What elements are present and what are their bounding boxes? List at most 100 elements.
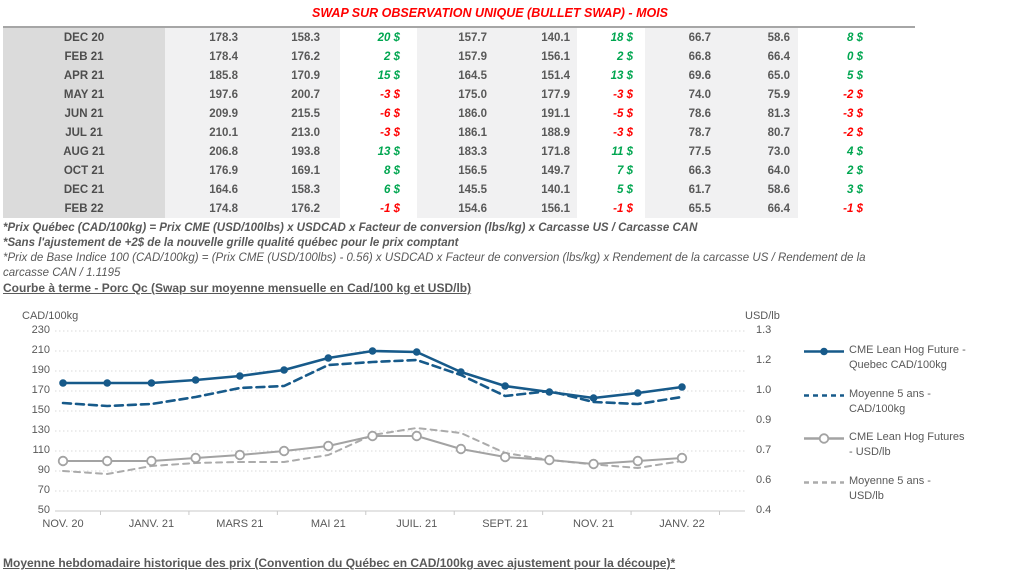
cell-month: OCT 21: [3, 161, 165, 180]
cell-value: 66.4: [715, 199, 798, 218]
legend-label: Moyenne 5 ans - CAD/100kg: [849, 388, 931, 415]
cell-month: AUG 21: [3, 142, 165, 161]
cell-value: 169.1: [240, 161, 340, 180]
x-axis-tick: NOV. 20: [42, 518, 84, 530]
cell-value: 186.1: [417, 123, 487, 142]
cell-value: 176.2: [240, 47, 340, 66]
cell-diff: 13 $: [340, 142, 417, 161]
cell-value: 151.4: [487, 66, 577, 85]
cell-value: 66.4: [715, 47, 798, 66]
left-axis-tick: 190: [31, 364, 50, 376]
cell-diff: 6 $: [340, 180, 417, 199]
cell-value: 215.5: [240, 104, 340, 123]
cell-value: 158.3: [240, 28, 340, 47]
cell-value: 58.6: [715, 28, 798, 47]
cell-value: 157.7: [417, 28, 487, 47]
cell-diff: 11 $: [577, 142, 645, 161]
line-marker-swatch-icon: [804, 347, 844, 356]
legend-label: Moyenne 5 ans - USD/lb: [849, 475, 931, 502]
cell-month: JUL 21: [3, 123, 165, 142]
left-axis-title: CAD/100kg: [22, 310, 79, 322]
cell-diff: 13 $: [577, 66, 645, 85]
cell-value: 61.7: [645, 180, 715, 199]
footnote-line: carcasse CAN / 1.1195: [3, 267, 121, 279]
x-axis-tick: MARS 21: [216, 518, 264, 530]
x-axis-tick: JANV. 22: [659, 518, 705, 530]
cell-diff: 8 $: [340, 161, 417, 180]
cell-value: 177.9: [487, 85, 577, 104]
footnotes: *Prix Québec (CAD/100kg) = Prix CME (USD…: [3, 221, 1005, 281]
table-row: FEB 21 178.4 176.2 2 $157.9 156.1 2 $66.8 66.4…: [3, 47, 915, 66]
cell-value: 188.9: [487, 123, 577, 142]
legend-item: CME Lean Hog Future - Quebec CAD/100kg: [803, 343, 966, 373]
table-row: DEC 20 178.3 158.3 20 $157.7 140.1 18 $66.7 58…: [3, 28, 915, 47]
cell-value: 164.6: [165, 180, 240, 199]
cell-diff: -6 $: [340, 104, 417, 123]
cell-diff: 3 $: [798, 180, 915, 199]
cell-value: 75.9: [715, 85, 798, 104]
cell-value: 64.0: [715, 161, 798, 180]
cell-value: 73.0: [715, 142, 798, 161]
cell-diff: 5 $: [798, 66, 915, 85]
dashed-line-swatch-icon: [804, 481, 844, 484]
cell-diff: 5 $: [577, 180, 645, 199]
cell-value: 65.0: [715, 66, 798, 85]
legend-label: CME Lean Hog Futures - USD/lb: [849, 431, 965, 458]
cell-value: 183.3: [417, 142, 487, 161]
cell-month: APR 21: [3, 66, 165, 85]
cell-diff: 7 $: [577, 161, 645, 180]
x-axis-tick: SEPT. 21: [482, 518, 529, 530]
cell-value: 158.3: [240, 180, 340, 199]
cell-value: 58.6: [715, 180, 798, 199]
table-row: JUN 21 209.9 215.5 -6 $186.0 191.1 -5 $78.6 81…: [3, 104, 915, 123]
cell-value: 77.5: [645, 142, 715, 161]
cell-diff: -3 $: [798, 104, 915, 123]
cell-value: 171.8: [487, 142, 577, 161]
right-axis-tick: 1.0: [756, 384, 772, 396]
cell-value: 197.6: [165, 85, 240, 104]
cell-value: 81.3: [715, 104, 798, 123]
cell-value: 65.5: [645, 199, 715, 218]
left-axis-tick: 170: [31, 384, 50, 396]
cell-value: 200.7: [240, 85, 340, 104]
bottom-heading: Moyenne hebdomadaire historique des prix…: [3, 556, 676, 570]
cell-value: 156.1: [487, 199, 577, 218]
table-row: MAY 21 197.6 200.7 -3 $175.0 177.9 -3 $74.0 75…: [3, 85, 915, 104]
cell-value: 209.9: [165, 104, 240, 123]
cell-value: 186.0: [417, 104, 487, 123]
cell-month: FEB 22: [3, 199, 165, 218]
footnote-line: *Prix de Base Indice 100 (CAD/100kg) = (…: [3, 252, 866, 264]
left-axis-tick: 70: [37, 484, 50, 496]
right-axis-title: USD/lb: [745, 310, 780, 322]
left-axis-tick: 210: [31, 344, 50, 356]
cell-value: 66.7: [645, 28, 715, 47]
dashed-line-swatch-icon: [804, 394, 844, 397]
cell-diff: -3 $: [340, 123, 417, 142]
cell-value: 140.1: [487, 28, 577, 47]
right-axis-tick: 0.7: [756, 444, 772, 456]
cell-month: MAY 21: [3, 85, 165, 104]
page-title: SWAP SUR OBSERVATION UNIQUE (BULLET SWAP…: [311, 6, 669, 20]
table-row: APR 21 185.8 170.9 15 $164.5 151.4 13 $69.6 65…: [3, 66, 915, 85]
cell-value: 170.9: [240, 66, 340, 85]
cell-value: 210.1: [165, 123, 240, 142]
left-axis-tick: 150: [31, 404, 50, 416]
cell-value: 157.9: [417, 47, 487, 66]
line-marker-swatch-icon: [804, 433, 844, 444]
cell-value: 206.8: [165, 142, 240, 161]
cell-value: 78.7: [645, 123, 715, 142]
x-axis-tick: NOV. 21: [572, 518, 615, 530]
table-row: FEB 22 174.8 176.2 -1 $154.6 156.1 -1 $65.5 66…: [3, 199, 915, 218]
cell-value: 156.5: [417, 161, 487, 180]
cell-diff: 0 $: [798, 47, 915, 66]
cell-diff: 2 $: [577, 47, 645, 66]
cell-diff: -2 $: [798, 85, 915, 104]
cell-diff: 20 $: [340, 28, 417, 47]
cell-diff: 2 $: [798, 161, 915, 180]
cell-diff: -1 $: [340, 199, 417, 218]
cell-diff: 8 $: [798, 28, 915, 47]
cell-value: 66.3: [645, 161, 715, 180]
cell-value: 178.4: [165, 47, 240, 66]
